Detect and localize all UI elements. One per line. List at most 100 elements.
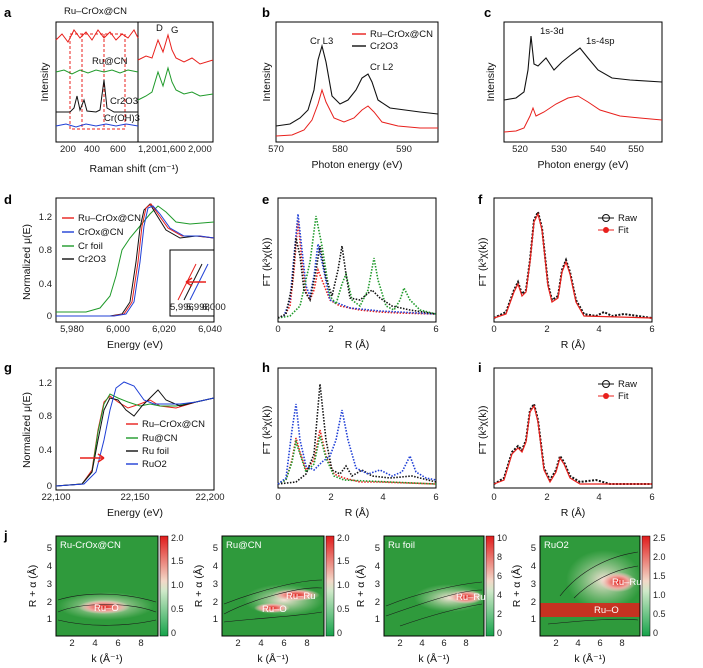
map4-contours: [547, 551, 639, 625]
raman-ru-cn-left: [55, 69, 139, 75]
panel-a-frame-right: [137, 21, 214, 143]
panel-i-xtick-4: 6: [649, 492, 654, 503]
panel-e-xtick-3: 4: [380, 324, 385, 335]
legend-g-ruo2: RuO2: [142, 459, 167, 470]
map2-blob-ruo: [254, 603, 290, 613]
map3-cbar-1: 2: [497, 609, 502, 619]
map4-cbar-4: 2.0: [653, 552, 666, 562]
panel-c-tick-2: 530: [551, 144, 567, 155]
raman-cr2o3-left: [56, 79, 138, 113]
map3-cbar-4: 8: [497, 552, 502, 562]
panel-f-xtick-3: 4: [596, 324, 601, 335]
map4-band-ruo: [540, 603, 640, 617]
raman-ru-crox-right: [137, 33, 214, 65]
panel-g-ytick-1: 0: [47, 481, 52, 492]
map2-cbar-4: 2.0: [337, 533, 350, 543]
panel-g-frame: [55, 367, 215, 491]
map3-contours: [385, 581, 483, 627]
panel-i-ylabel: FT (k³χ(k)): [477, 405, 489, 454]
panel-g-ytick-4: 1.2: [39, 378, 52, 389]
panel-f-frame: [493, 197, 653, 323]
map3-xtick-4: 8: [463, 638, 468, 649]
map1-bg: [56, 536, 158, 636]
map2-title: Ru@CN: [226, 540, 262, 551]
map2-xtick-4: 8: [304, 638, 309, 649]
xas-c-peak-3d: 1s-3d: [540, 26, 564, 37]
map2-ytick-5: 5: [213, 543, 218, 554]
raman-label-cr2o3: Cr2O3: [110, 96, 138, 107]
panel-b-tick-3: 590: [396, 144, 412, 155]
map3-ytick-4: 4: [375, 561, 380, 572]
xas-c-cr2o3: [503, 35, 663, 101]
map4-xtick-2: 4: [575, 638, 580, 649]
panel-a: a Ru–CrOx@CN Ru@CN Cr2O3 Cr(OH)3 D G 200…: [4, 5, 214, 175]
legend-g-ru-foil: Ru foil: [142, 446, 169, 457]
ft-i-raw: [493, 401, 652, 485]
map3-ytick-5: 5: [375, 543, 380, 554]
panel-h-frame: [277, 367, 437, 489]
map4-ytick-4: 4: [531, 561, 536, 572]
map4-xtick-1: 2: [553, 638, 558, 649]
panel-h-xtick-4: 6: [433, 492, 438, 503]
map1-contours: [57, 593, 157, 626]
map3-cbar-2: 4: [497, 590, 502, 600]
map2-xtick-1: 2: [235, 638, 240, 649]
map1-cbar-3: 1.5: [171, 556, 184, 566]
map1-cbar-1: 0.5: [171, 604, 184, 614]
map4-cbar-5: 2.5: [653, 533, 666, 543]
legend-i-raw: Raw: [618, 379, 637, 390]
panel-g-xtick-3: 22,200: [195, 492, 224, 503]
legend-d-cr2o3: Cr2O3: [78, 254, 106, 265]
panel-f-xtick-2: 2: [544, 324, 549, 335]
panel-g-ylabel: Normalized μ(E): [21, 392, 33, 468]
panel-label-h: h: [262, 360, 270, 375]
panel-d-xtick-4: 6,040: [198, 324, 222, 335]
map4-cbar-0: 0: [653, 628, 658, 638]
panel-f-ylabel: FT (k³χ(k)): [477, 237, 489, 286]
map4-title: RuO2: [544, 540, 569, 551]
panel-d-ytick-3: 0.8: [39, 245, 52, 256]
map4-blob-ruru: [600, 572, 636, 592]
panel-e-ylabel: FT (k³χ(k)): [261, 237, 273, 286]
inset-tick-3: 6,000: [202, 302, 226, 313]
panel-c-tick-4: 550: [628, 144, 644, 155]
map3-ytick-2: 2: [375, 597, 380, 608]
raman-croh-left: [55, 123, 139, 128]
wavelet-map-3: Ru foil Ru–Ru 0 2 4 6 8 10 1 2 3 4 5 2 4…: [354, 533, 507, 665]
panel-i-xlabel: R (Å): [561, 506, 586, 519]
map1-xtick-3: 6: [115, 638, 120, 649]
map1-title: Ru-CrOx@CN: [60, 540, 121, 551]
panel-d-ytick-4: 1.2: [39, 212, 52, 223]
map2-peak-ru-ru: Ru–Ru: [286, 591, 316, 602]
panel-b: b Ru–CrOx@CN Cr2O3 Cr L3 Cr L2 570 580 5…: [261, 5, 439, 171]
map4-cbar-3: 1.5: [653, 571, 666, 581]
xanes-g-ruo2: [55, 381, 215, 487]
panel-c: c 1s-3d 1s-4sp 520 530 540 550 Photon en…: [484, 5, 663, 171]
raman-ru-crox-left: [55, 29, 139, 43]
panel-label-b: b: [262, 5, 270, 20]
panel-i-xtick-3: 4: [596, 492, 601, 503]
map2-frame: [221, 535, 325, 637]
map4-xtick-4: 8: [619, 638, 624, 649]
panel-c-frame: [503, 21, 663, 143]
panel-a-tick-5: 1,600: [162, 144, 186, 155]
panel-g-arrow-icon: [80, 453, 105, 463]
raman-ru-cn-right: [137, 66, 214, 101]
panel-f: f Raw Fit 0 2 4 6 R (Å) FT (k³χ(k)): [477, 192, 655, 351]
legend-g-ru-cn: Ru@CN: [142, 433, 178, 444]
panel-a-tick-6: 2,000: [188, 144, 212, 155]
map2-cbar-2: 1.0: [337, 580, 350, 590]
map2-ylabel: R + α (Å): [192, 565, 205, 608]
map1-ytick-2: 2: [47, 597, 52, 608]
panel-a-dashed-box: [69, 33, 126, 130]
map4-colorbar: [641, 535, 651, 637]
panel-h: h 0 2 4 6 R (Å) FT (k³χ(k)): [261, 360, 439, 519]
panel-b-ylabel: Intensity: [261, 62, 273, 102]
panel-d: d 5,996 5,998 6,000 Ru–CrOx@CN CrOx@CN C…: [4, 192, 226, 351]
legend-b-ru-crox: Ru–CrOx@CN: [370, 29, 433, 40]
map3-cbar-5: 10: [497, 533, 507, 543]
xanes-crox-cn: [56, 205, 215, 317]
map1-cbar-2: 1.0: [171, 580, 184, 590]
map1-xtick-2: 4: [92, 638, 97, 649]
